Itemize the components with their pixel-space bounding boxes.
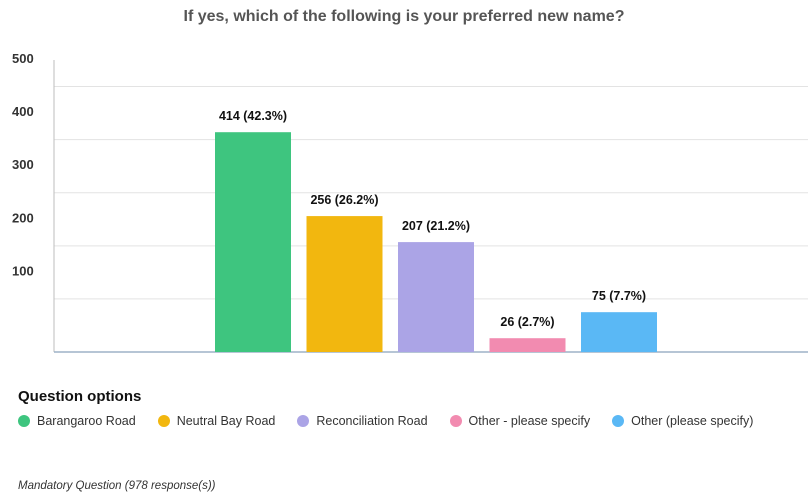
chart-title: If yes, which of the following is your p… [183, 8, 625, 25]
y-tick-label: 300 [12, 157, 34, 172]
y-tick-label: 400 [12, 104, 34, 119]
bar-barangaroo-road [215, 132, 291, 352]
legend-swatch [297, 415, 310, 427]
legend-title: Question options [18, 388, 142, 405]
legend-label: Reconciliation Road [316, 414, 428, 428]
bar-reconciliation-road [398, 242, 474, 352]
legend-item: Reconciliation Road [297, 414, 428, 428]
legend-item: Other (please specify) [612, 414, 753, 428]
legend-swatch [18, 415, 30, 427]
data-label: 414 (42.3%) [219, 109, 287, 123]
chart-legend: Barangaroo Road Neutral Bay Road Reconcili… [18, 414, 753, 428]
legend-item: Other - please specify [449, 414, 591, 428]
y-tick-label: 100 [12, 263, 34, 278]
legend-label: Barangaroo Road [37, 414, 136, 428]
legend-swatch [612, 415, 625, 427]
bar-neutral-bay-road [306, 216, 383, 352]
y-tick-label: 500 [12, 51, 34, 66]
data-label: 75 (7.7%) [592, 289, 646, 303]
legend-label: Neutral Bay Road [176, 414, 276, 428]
bar-chart: 100 200 300 400 500 414 (42.3%) 256 (26.2%) 207… [12, 51, 808, 353]
data-label: 207 (21.2%) [402, 219, 470, 233]
data-label: 26 (2.7%) [500, 315, 554, 329]
legend-label: Other (please specify) [631, 414, 754, 428]
legend-swatch [449, 415, 462, 427]
footnote: Mandatory Question (978 response(s)) [18, 480, 216, 492]
legend-item: Neutral Bay Road [157, 414, 276, 428]
bar-other-please-specify [489, 338, 566, 352]
data-label: 256 (26.2%) [310, 193, 378, 207]
y-tick-label: 200 [12, 210, 34, 225]
legend-item: Barangaroo Road [18, 414, 136, 428]
legend-label: Other - please specify [468, 414, 591, 428]
legend-swatch [157, 415, 170, 427]
bar-other-please-specify [581, 312, 657, 352]
